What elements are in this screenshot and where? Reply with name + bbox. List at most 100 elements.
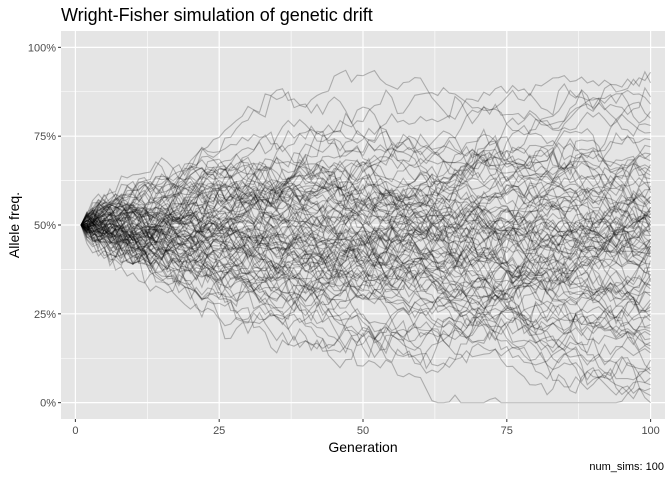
series-line-76 — [80, 219, 651, 380]
series-line-40 — [80, 224, 651, 300]
series-line-43 — [80, 184, 652, 311]
series-line-19 — [80, 174, 652, 279]
series-line-42 — [80, 125, 652, 237]
series-line-63 — [80, 180, 651, 296]
series-line-100 — [80, 180, 651, 335]
series-line-64 — [80, 208, 651, 320]
series-line-12 — [80, 131, 651, 232]
series-line-26 — [80, 189, 652, 275]
series-line-51 — [80, 219, 652, 281]
series-line-81 — [80, 209, 651, 366]
series-line-27 — [80, 205, 651, 289]
series-line-30 — [80, 161, 651, 268]
series-line-3 — [80, 83, 652, 226]
series-line-97 — [80, 133, 651, 250]
series-line-58 — [80, 224, 651, 350]
series-line-53 — [80, 191, 651, 294]
series-line-54 — [80, 215, 652, 286]
series-line-10 — [80, 144, 651, 254]
series-line-93 — [80, 213, 651, 312]
series-line-74 — [80, 198, 651, 352]
series-line-7 — [80, 97, 651, 240]
series-line-45 — [80, 124, 652, 254]
series-line-50 — [80, 167, 651, 259]
series-line-82 — [80, 222, 652, 381]
series-line-34 — [80, 201, 652, 266]
series-line-28 — [80, 150, 651, 229]
series-line-9 — [80, 134, 651, 301]
series-line-17 — [81, 127, 651, 260]
series-line-46 — [80, 194, 651, 257]
series-line-96 — [80, 139, 651, 226]
series-line-83 — [80, 219, 651, 404]
series-line-48 — [81, 209, 651, 369]
series-line-5 — [80, 89, 652, 238]
y-axis: 0% 25% 50% 75% 100% — [28, 42, 61, 410]
series-line-38 — [81, 200, 652, 307]
series-line-21 — [80, 192, 652, 316]
series-line-57 — [80, 163, 651, 289]
series-line-41 — [80, 191, 651, 270]
x-tick-label: 25 — [213, 425, 225, 437]
y-tick-label: 25% — [34, 309, 56, 321]
x-axis-title: Generation — [328, 439, 397, 455]
x-tick-label: 75 — [501, 425, 513, 437]
series-line-94 — [80, 202, 652, 301]
series-line-79 — [80, 211, 651, 369]
series-line-61 — [80, 177, 652, 284]
series-line-4 — [80, 89, 652, 226]
series-line-35 — [80, 210, 651, 281]
series-line-99 — [80, 203, 652, 281]
series-line-36 — [80, 188, 652, 255]
series-line-49 — [80, 183, 652, 264]
y-tick-label: 0% — [40, 398, 56, 410]
series-line-52 — [80, 163, 651, 258]
series-line-14 — [81, 106, 651, 227]
series-line-78 — [80, 201, 651, 346]
series-line-77 — [80, 206, 651, 341]
series-line-44 — [80, 193, 651, 298]
chart-caption: num_sims: 100 — [589, 461, 664, 473]
y-tick-label: 50% — [34, 220, 56, 232]
series-line-6 — [80, 101, 651, 227]
series-line-86 — [80, 213, 651, 396]
series-line-66 — [80, 224, 652, 359]
series-line-95 — [80, 208, 652, 315]
series-line-1 — [80, 71, 652, 247]
series-line-55 — [80, 224, 652, 301]
series-line-18 — [80, 154, 652, 282]
x-tick-label: 50 — [357, 425, 369, 437]
series-line-85 — [80, 205, 651, 375]
series-line-88 — [80, 205, 651, 396]
series-line-29 — [80, 186, 652, 285]
series-line-60 — [80, 220, 652, 305]
series-line-62 — [80, 222, 651, 309]
series-line-70 — [80, 169, 651, 321]
series-line-37 — [80, 193, 651, 258]
series-line-59 — [80, 198, 651, 276]
series-line-91 — [80, 151, 651, 237]
series-line-25 — [80, 155, 652, 284]
series-line-90 — [81, 208, 651, 404]
y-tick-label: 75% — [34, 131, 56, 143]
series-line-22 — [80, 88, 652, 243]
series-line-71 — [80, 224, 652, 318]
series-line-39 — [80, 153, 652, 279]
series-line-32 — [80, 131, 652, 235]
series-line-84 — [81, 223, 651, 372]
series-line-33 — [81, 202, 652, 298]
chart-title: Wright-Fisher simulation of genetic drif… — [61, 5, 373, 25]
series-line-98 — [80, 185, 651, 277]
grid-major — [61, 31, 665, 419]
series-line-11 — [80, 146, 651, 271]
series-line-16 — [81, 137, 651, 238]
series-line-24 — [80, 157, 651, 237]
series-line-31 — [81, 209, 651, 370]
x-axis: 0 25 50 75 100 — [72, 419, 660, 437]
series-line-73 — [80, 185, 651, 338]
series-group — [80, 69, 652, 404]
series-line-47 — [80, 213, 652, 268]
series-line-23 — [80, 158, 652, 233]
series-line-20 — [81, 155, 652, 286]
series-line-15 — [80, 133, 651, 226]
